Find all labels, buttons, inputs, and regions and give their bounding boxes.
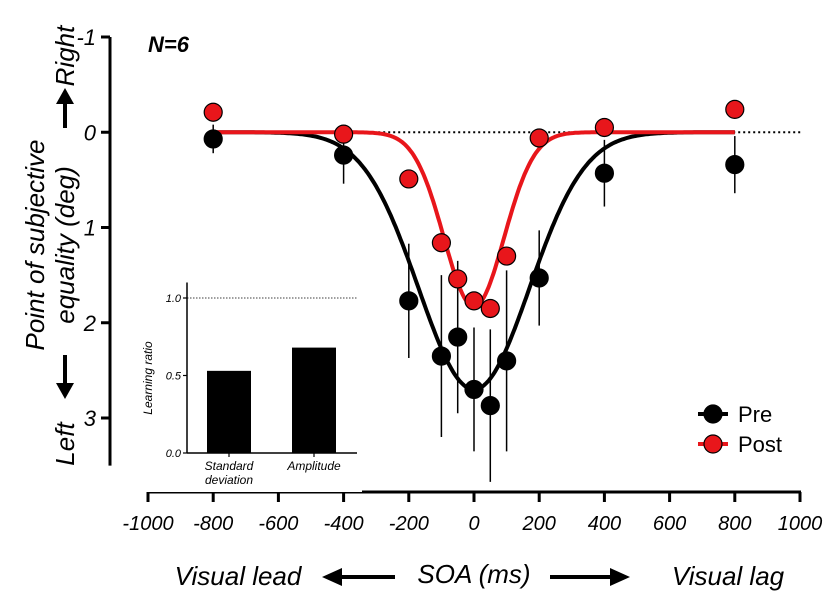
- x-axis-title: SOA (ms): [417, 559, 530, 589]
- data-point-pre: [334, 145, 354, 165]
- inset-y-axis-label: Learning ratio: [141, 341, 155, 415]
- x-tick-label: -400: [324, 513, 364, 535]
- data-point-post: [431, 233, 451, 253]
- data-point-post: [480, 298, 500, 319]
- legend-marker-post: [703, 434, 723, 454]
- data-point-pre: [594, 163, 615, 183]
- data-point-pre: [464, 379, 484, 400]
- main-plot: -1 0 1 2 3 -1000 -800 -600 -400 -200 0 200 400 600 800…: [20, 24, 822, 591]
- inset-category-label: deviation: [205, 473, 253, 487]
- x-tick-label: 800: [718, 513, 751, 535]
- inset-bar: [207, 370, 251, 453]
- inset-bar: [292, 347, 336, 453]
- data-point-pre: [497, 351, 517, 371]
- y-axis-label-group: Point of subjective equality (deg): [20, 139, 80, 350]
- y-direction-bottom-group: Left: [50, 421, 80, 466]
- data-point-post: [448, 269, 468, 289]
- inset-category-label: Standard: [205, 459, 254, 473]
- y-axis-label-line2: equality (deg): [50, 166, 80, 324]
- sample-size-annotation: N=6: [148, 32, 190, 57]
- fit-curve-post: [213, 130, 735, 309]
- inset-bar-chart: 0.0 0.5 1.0 Learning ratio Standarddeviation…: [138, 282, 362, 492]
- data-point-pre: [399, 291, 419, 311]
- y-tick-label: 2: [83, 311, 96, 336]
- y-tick-label: 1: [84, 216, 96, 241]
- x-direction-left-label: Visual lead: [175, 561, 303, 591]
- x-tick-label: -200: [389, 513, 429, 535]
- y-direction-top-label: Right: [50, 24, 80, 86]
- data-point-post: [334, 124, 354, 144]
- down-arrow-icon: [56, 383, 74, 399]
- data-point-pre: [448, 327, 468, 347]
- x-tick-label: -1000: [122, 513, 173, 535]
- inset-y-label-group: Learning ratio: [141, 341, 155, 415]
- y-axis-label-line1: Point of subjective: [20, 139, 50, 350]
- x-tick-label: 600: [653, 513, 686, 535]
- y-direction-bottom-label: Left: [50, 421, 80, 466]
- x-tick-label: 200: [522, 513, 556, 535]
- legend-marker-pre: [703, 404, 723, 424]
- data-point-post: [497, 246, 517, 266]
- x-tick-label: -600: [258, 513, 298, 535]
- data-point-post: [725, 99, 745, 119]
- x-direction-right-label: Visual lag: [672, 561, 785, 591]
- y-tick-label: 3: [84, 406, 97, 431]
- inset-y-tick-label: 1.0: [166, 293, 182, 305]
- right-arrow-icon: [610, 568, 630, 586]
- data-point-post: [594, 117, 615, 138]
- data-point-post: [464, 291, 484, 311]
- legend-label-pre: Pre: [738, 402, 772, 427]
- data-point-pre: [529, 268, 549, 288]
- y-tick-label: -1: [76, 25, 96, 50]
- data-point-pre: [480, 396, 500, 416]
- inset-y-tick-label: 0.0: [166, 448, 182, 460]
- left-arrow-icon: [322, 568, 342, 586]
- x-tick-label: -800: [193, 513, 233, 535]
- y-direction-top-group: Right: [50, 24, 80, 86]
- up-arrow-icon: [56, 88, 74, 104]
- inset-y-tick-label: 0.5: [166, 371, 182, 383]
- data-point-post: [529, 128, 549, 148]
- data-point-pre: [725, 155, 745, 175]
- y-tick-label: 0: [84, 120, 97, 145]
- x-tick-label: 400: [588, 513, 621, 535]
- data-point-pre: [431, 346, 451, 366]
- inset-category-label: Amplitude: [286, 459, 341, 473]
- x-tick-label: 0: [468, 513, 479, 535]
- data-point-post: [399, 169, 419, 189]
- x-tick-label: 1000: [778, 513, 823, 535]
- data-point-pre: [203, 129, 223, 149]
- legend-label-post: Post: [738, 432, 782, 457]
- data-point-post: [203, 102, 223, 122]
